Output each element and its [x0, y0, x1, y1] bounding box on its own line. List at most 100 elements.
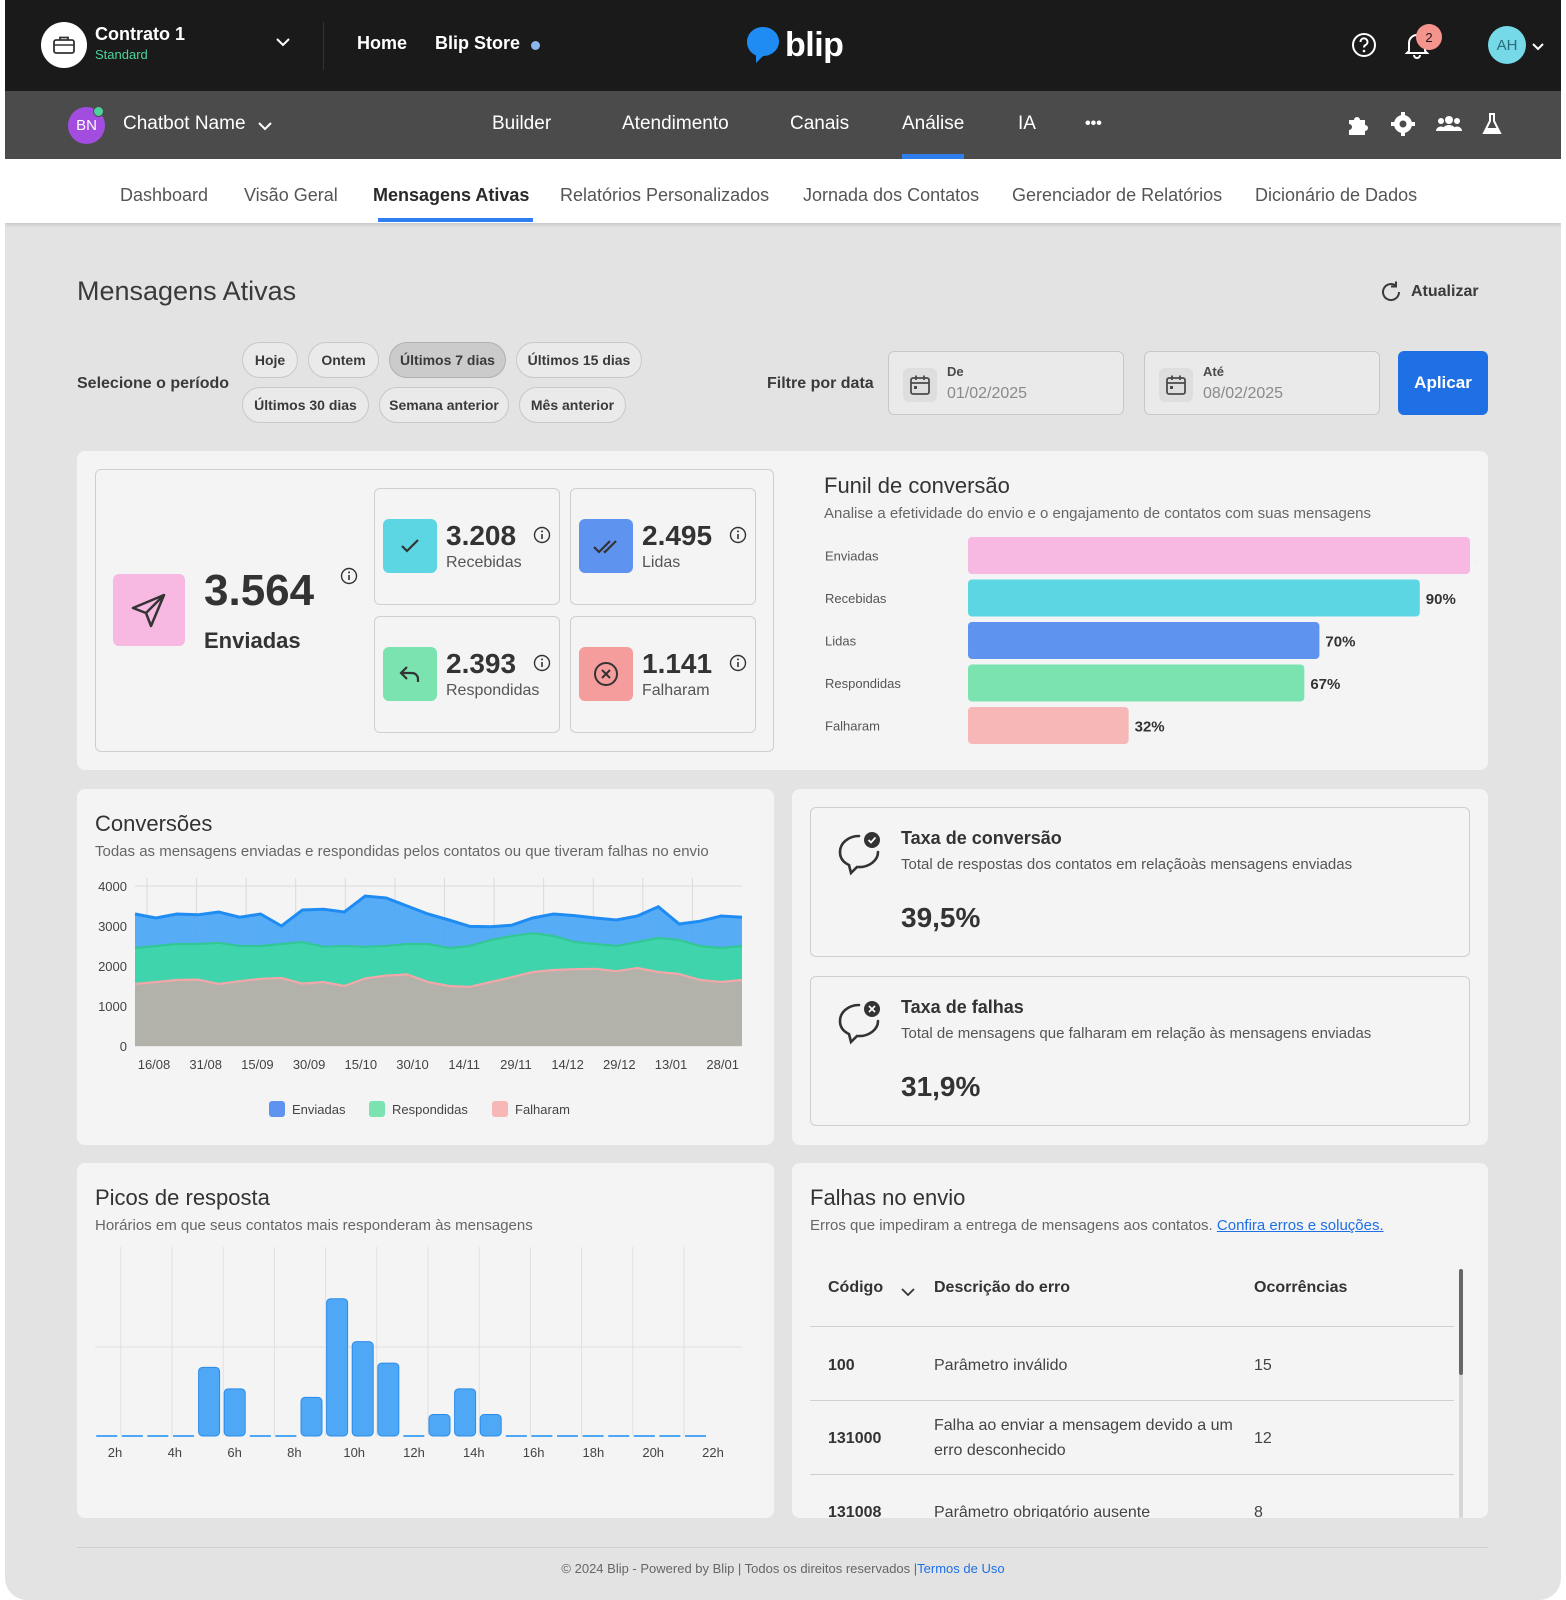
tab-visao-geral[interactable]: Visão Geral — [244, 185, 338, 205]
tab-relatorios-personalizados[interactable]: Relatórios Personalizados — [560, 185, 770, 205]
footer-text: © 2024 Blip - Powered by Blip | Todos os… — [561, 1561, 918, 1576]
period-chip-ultimos-15-dias[interactable]: Últimos 15 dias — [516, 342, 642, 378]
period-label: Selecione o período — [77, 375, 230, 392]
stat-value: 3.208 — [446, 520, 517, 551]
refresh-button[interactable]: Atualizar — [1379, 280, 1479, 304]
error-count: 8 — [1254, 1504, 1263, 1518]
funnel-chart: Enviadas 100% Recebidas 90% Lidas 70% Respondi… — [825, 537, 1477, 744]
tab-gerenciador-de-relatorios[interactable]: Gerenciador de Relatórios — [1012, 185, 1223, 205]
y-tick-label: 2000 — [98, 959, 127, 974]
tab-dicionario-de-dados[interactable]: Dicionário de Dados — [1255, 185, 1418, 205]
sort-chevron-icon[interactable] — [900, 1284, 916, 1302]
funnel-value-label: 90% — [1426, 591, 1456, 608]
apply-button[interactable]: Aplicar — [1398, 351, 1488, 415]
help-icon[interactable] — [1351, 32, 1377, 63]
refresh-icon — [1382, 281, 1401, 301]
nav-home[interactable]: Home — [357, 33, 408, 53]
app-frame: Contrato 1 Standard Home Blip Store blip… — [5, 0, 1561, 1600]
failure-rate-subtitle: Total de mensagens que falharam em relaç… — [901, 1025, 1372, 1042]
scrollbar-track[interactable] — [1459, 1269, 1463, 1518]
failure-rate-box: Taxa de falhas Total de mensagens que fa… — [810, 976, 1470, 1126]
failures-subtitle: Erros que impediram a entrega de mensage… — [810, 1217, 1384, 1234]
bar-9h — [300, 1396, 323, 1437]
failures-card: Falhas no envio Erros que impediram a en… — [792, 1163, 1488, 1518]
nav-ia[interactable]: IA — [1018, 113, 1036, 134]
line-series-respondidas — [134, 932, 743, 950]
x-tick-label: 29/11 — [500, 1057, 532, 1072]
conversion-rate-value: 39,5% — [901, 902, 981, 933]
date-from-field[interactable]: De 01/02/2025 — [888, 351, 1124, 415]
funnel-category-label: Respondidas — [825, 676, 901, 691]
peaks-subtitle: Horários em que seus contatos mais respo… — [95, 1217, 533, 1234]
conversions-card: Conversões Todas as mensagens enviadas e… — [77, 789, 774, 1145]
x-tick-label: 16/08 — [138, 1057, 171, 1072]
column-header-ocorrencias: Ocorrências — [1254, 1279, 1348, 1296]
nav-analise[interactable]: Análise — [902, 113, 965, 134]
divider — [810, 1474, 1454, 1475]
info-icon[interactable] — [729, 654, 747, 677]
tab-jornada-dos-contatos[interactable]: Jornada dos Contatos — [803, 185, 980, 205]
active-nav-indicator — [902, 154, 964, 159]
more-menu[interactable]: ••• — [1085, 115, 1102, 132]
sent-label: Enviadas — [204, 628, 301, 653]
blip-logo-icon — [747, 27, 779, 63]
bar-10h — [326, 1298, 349, 1437]
x-tick-label: 31/08 — [189, 1057, 222, 1072]
info-icon[interactable] — [729, 526, 747, 549]
funnel-subtitle: Analise a efetividade do envio e o engaj… — [824, 505, 1372, 522]
period-chip-ontem[interactable]: Ontem — [308, 342, 379, 378]
flask-icon[interactable] — [1481, 111, 1503, 142]
stat-label: Falharam — [642, 682, 710, 699]
stat-value: 2.393 — [446, 648, 517, 679]
nav-blip-store[interactable]: Blip Store — [435, 33, 521, 53]
chat-x-icon — [835, 999, 883, 1052]
info-icon[interactable] — [533, 526, 551, 549]
bar-12h — [377, 1362, 400, 1437]
failure-rate-title: Taxa de falhas — [901, 997, 1024, 1017]
errors-solutions-link[interactable]: Confira erros e soluções. — [1216, 1217, 1384, 1234]
user-avatar[interactable]: AH — [1488, 26, 1526, 64]
stat-label: Recebidas — [446, 554, 522, 571]
info-icon[interactable] — [533, 654, 551, 677]
blip-logo[interactable]: blip — [745, 22, 844, 68]
nav-atendimento[interactable]: Atendimento — [622, 113, 729, 134]
error-count: 12 — [1254, 1430, 1272, 1447]
column-header-codigo[interactable]: Código — [828, 1279, 883, 1297]
gear-icon[interactable] — [1390, 111, 1416, 142]
info-icon[interactable] — [340, 567, 358, 590]
funnel-category-label: Falharam — [825, 719, 880, 734]
stat-value: 1.141 — [642, 648, 713, 679]
bar-15h — [454, 1388, 477, 1437]
chevron-down-icon[interactable] — [257, 118, 273, 136]
tab-dashboard[interactable]: Dashboard — [120, 185, 209, 205]
stat-label: Respondidas — [446, 682, 540, 699]
users-icon[interactable] — [1435, 111, 1463, 142]
chevron-down-icon[interactable] — [275, 34, 291, 52]
contract-plan: Standard — [95, 47, 148, 62]
contract-name[interactable]: Contrato 1 — [95, 24, 185, 44]
terms-link[interactable]: Termos de Uso — [917, 1561, 1005, 1576]
period-chip-mes-anterior[interactable]: Mês anterior — [519, 387, 626, 423]
divider — [323, 22, 324, 70]
error-code: 100 — [828, 1357, 855, 1374]
puzzle-icon[interactable] — [1345, 111, 1371, 142]
error-description: Falha ao enviar a mensagem devido a um e… — [934, 1417, 1233, 1459]
x-tick-label: 20h — [642, 1445, 664, 1460]
period-chip-semana-anterior[interactable]: Semana anterior — [379, 387, 509, 423]
bot-name[interactable]: Chatbot Name — [123, 113, 246, 134]
scrollbar-thumb[interactable] — [1459, 1269, 1463, 1375]
area-series-falharam — [135, 968, 742, 1046]
nav-canais[interactable]: Canais — [790, 113, 850, 134]
period-chip-ultimos-7-dias[interactable]: Últimos 7 dias — [389, 342, 506, 378]
chevron-down-icon[interactable] — [1531, 39, 1545, 57]
x-tick-label: 14h — [463, 1445, 485, 1460]
date-to-field[interactable]: Até 08/02/2025 — [1144, 351, 1380, 415]
tab-mensagens-ativas[interactable]: Mensagens Ativas — [373, 185, 530, 205]
briefcase-icon[interactable] — [41, 22, 87, 68]
conversions-chart: 4000 3000 2000 1000 0 16/08 31/08 15/09 30/09 15/… — [98, 878, 743, 1117]
sub-tabs: Dashboard Visão Geral Mensagens Ativas R… — [5, 159, 1561, 223]
period-chip-ultimos-30-dias[interactable]: Últimos 30 dias — [242, 387, 369, 423]
period-chip-hoje[interactable]: Hoje — [242, 342, 298, 378]
nav-builder[interactable]: Builder — [492, 113, 552, 134]
x-tick-label: 30/10 — [396, 1057, 429, 1072]
